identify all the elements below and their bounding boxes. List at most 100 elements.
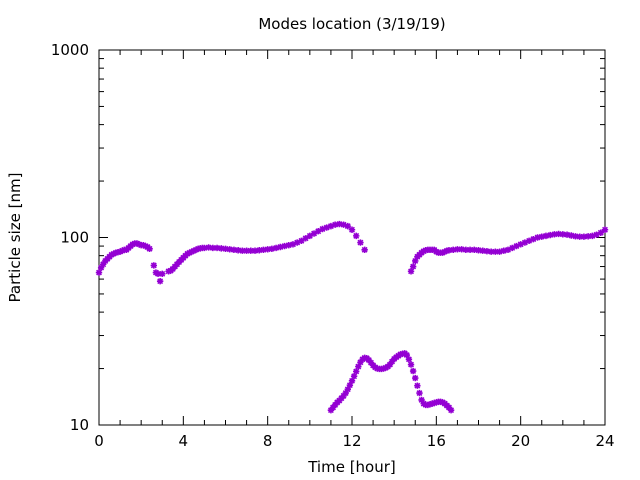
data-point	[420, 248, 427, 255]
data-point	[336, 220, 343, 228]
data-point	[226, 246, 233, 253]
data-point	[471, 246, 478, 253]
data-point	[412, 257, 419, 265]
data-point	[142, 242, 149, 250]
data-point	[348, 377, 356, 385]
data-point	[346, 382, 354, 389]
data-point	[487, 248, 495, 255]
data-point	[380, 365, 387, 372]
data-point	[285, 241, 292, 249]
data-points	[95, 220, 609, 414]
data-point	[350, 373, 358, 380]
data-point	[327, 222, 335, 230]
y-tick-label: 10	[70, 416, 89, 434]
data-point	[441, 248, 448, 255]
plot-area	[98, 49, 606, 426]
x-axis-label: Time [hour]	[307, 458, 396, 476]
data-point	[247, 247, 254, 254]
plot-frame	[98, 49, 606, 426]
data-point	[589, 232, 596, 240]
data-point	[447, 406, 455, 414]
data-point	[530, 235, 537, 243]
data-point	[551, 231, 558, 238]
data-point	[593, 231, 600, 238]
data-point	[534, 234, 541, 241]
x-tick-label: 8	[263, 432, 273, 450]
data-point	[281, 242, 288, 250]
data-point	[192, 246, 200, 253]
data-point	[201, 244, 208, 252]
data-point	[572, 233, 579, 240]
data-point	[517, 241, 524, 248]
data-point	[361, 246, 368, 253]
data-point	[509, 244, 516, 252]
data-point	[597, 229, 604, 236]
data-point	[521, 239, 529, 246]
data-point	[439, 249, 446, 256]
data-point	[580, 233, 588, 240]
data-point	[386, 361, 394, 368]
data-point	[140, 241, 147, 249]
data-point	[513, 242, 520, 250]
data-point	[190, 247, 198, 254]
data-point	[525, 237, 533, 245]
data-point	[412, 374, 419, 382]
data-point	[458, 246, 465, 253]
data-point	[298, 237, 305, 245]
x-tick-label: 24	[595, 432, 614, 450]
data-point	[133, 240, 141, 247]
x-tick-label: 12	[342, 432, 361, 450]
data-point	[584, 233, 592, 240]
data-point	[418, 396, 425, 404]
data-point	[409, 367, 417, 375]
data-point	[538, 233, 545, 240]
data-point	[559, 231, 567, 238]
data-point	[483, 248, 491, 255]
data-point	[454, 246, 461, 253]
data-point	[367, 359, 375, 366]
data-point	[433, 248, 440, 255]
data-point	[601, 226, 609, 233]
data-point	[277, 243, 284, 251]
data-point	[340, 392, 347, 400]
data-point	[129, 241, 136, 248]
data-point	[118, 247, 126, 254]
data-point	[496, 248, 503, 255]
data-point	[331, 221, 339, 228]
y-tick-label: 1000	[51, 41, 89, 59]
data-point	[576, 233, 583, 240]
data-point	[188, 248, 195, 255]
y-axis-label: Particle size [nm]	[6, 173, 24, 303]
data-point	[97, 264, 105, 271]
data-point	[234, 247, 242, 254]
data-point	[146, 245, 153, 253]
data-point	[414, 382, 421, 389]
data-point	[353, 368, 360, 375]
data-point	[272, 244, 280, 252]
data-point	[159, 270, 166, 278]
data-point	[353, 232, 360, 240]
data-point	[357, 239, 364, 246]
chart-title: Modes location (3/19/19)	[258, 15, 445, 33]
data-point	[186, 249, 193, 256]
data-point	[546, 231, 554, 239]
data-point	[407, 361, 415, 368]
data-point	[302, 235, 309, 242]
data-point	[542, 232, 550, 240]
data-point	[251, 247, 259, 254]
data-point	[222, 245, 229, 253]
data-point	[218, 245, 225, 252]
data-point	[462, 246, 470, 253]
data-point	[116, 248, 124, 255]
data-point	[209, 244, 217, 252]
data-point	[154, 270, 162, 278]
data-point	[407, 268, 415, 275]
data-point	[409, 263, 417, 270]
data-point	[466, 246, 474, 253]
data-point	[293, 239, 301, 246]
data-point	[348, 226, 356, 233]
x-tick-label: 4	[179, 432, 189, 450]
data-point	[100, 261, 107, 268]
data-point	[268, 245, 276, 253]
